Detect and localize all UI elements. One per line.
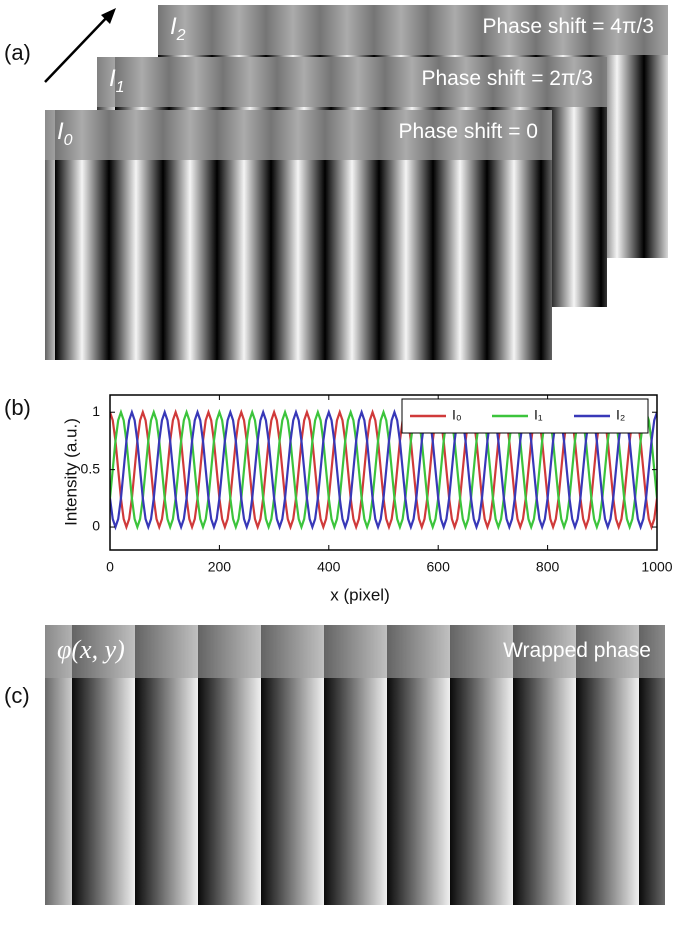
x-tick-label: 0 — [106, 559, 114, 575]
image-name: I2 — [170, 13, 186, 44]
header-band — [45, 625, 665, 678]
panel-label: (a) — [4, 40, 31, 65]
image-caption: Phase shift = 4π/3 — [482, 15, 654, 38]
header-band — [45, 110, 552, 160]
x-tick-label: 800 — [536, 559, 560, 575]
image-name: φ(x, y) — [57, 635, 125, 664]
panel-label: (b) — [4, 395, 31, 420]
x-tick-label: 200 — [208, 559, 232, 575]
pattern-image: I0 Phase shift = 0 — [45, 110, 552, 360]
line — [110, 408, 657, 531]
image-caption: Phase shift = 0 — [398, 120, 538, 143]
x-tick-label: 1000 — [641, 559, 672, 575]
legend-box — [401, 398, 649, 434]
y-tick-label: 1 — [92, 403, 100, 419]
y-axis-label: Intensity (a.u.) — [61, 418, 80, 526]
y-tick-label: 0 — [92, 518, 100, 534]
legend-label: I₂ — [616, 407, 625, 423]
line — [110, 408, 657, 531]
axes-frame — [109, 394, 658, 551]
line — [110, 408, 657, 531]
header-band — [97, 57, 607, 107]
image-caption: Phase shift = 2π/3 — [421, 67, 593, 90]
legend-label: I₀ — [452, 407, 462, 423]
image-name: I1 — [109, 65, 125, 96]
header-band — [158, 5, 668, 55]
panel-label: (c) — [4, 683, 30, 708]
legend-label: I₁ — [534, 407, 543, 423]
image-caption: Wrapped phase — [503, 639, 651, 662]
x-tick-label: 400 — [317, 559, 341, 575]
plot-area — [110, 395, 657, 550]
x-tick-label: 600 — [427, 559, 451, 575]
x-axis-label: x (pixel) — [330, 585, 390, 604]
image-name: I0 — [57, 118, 73, 149]
wrapped-phase-image: φ(x, y) Wrapped phase — [45, 625, 665, 905]
arrow — [44, 8, 116, 83]
y-tick-label: 0.5 — [81, 460, 101, 476]
